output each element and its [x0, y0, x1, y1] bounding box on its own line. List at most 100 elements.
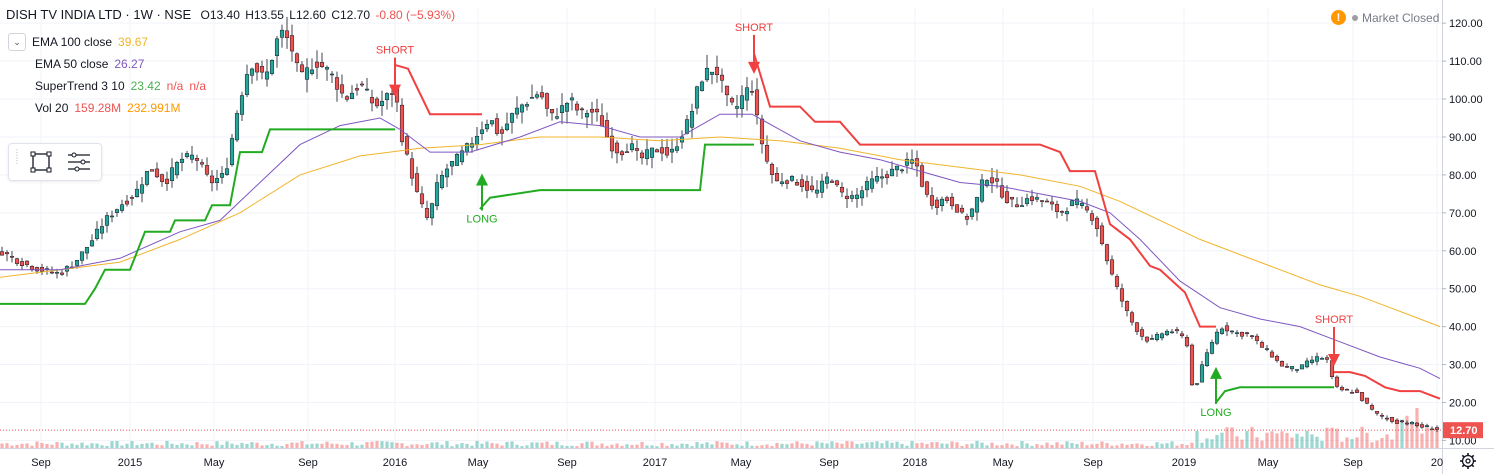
legend-row-volume[interactable]: Vol 20 159.28M 232.991M — [8, 97, 212, 119]
candle — [584, 112, 590, 118]
candle — [1384, 417, 1390, 420]
candle — [1119, 288, 1125, 302]
volume-bar — [250, 442, 254, 448]
candle — [439, 175, 445, 189]
candle — [874, 176, 880, 182]
candle — [1124, 301, 1130, 311]
legend-row-ema50[interactable]: EMA 50 close 26.27 — [8, 53, 212, 75]
candle — [1129, 312, 1135, 323]
volume-bar — [135, 445, 139, 448]
volume-bar — [1390, 439, 1394, 448]
candle — [404, 136, 410, 155]
supertrend-up-line — [0, 128, 395, 305]
candle — [359, 83, 365, 86]
drawing-toolbar: ⋮ ⋮ — [8, 143, 102, 181]
candle — [849, 195, 855, 199]
candle — [724, 85, 730, 96]
candle — [454, 153, 460, 166]
volume-bar — [495, 443, 499, 448]
candle — [694, 86, 700, 109]
chevron-down-icon[interactable]: ⌄ — [8, 33, 26, 51]
time-tick-label: May — [204, 457, 225, 469]
volume-bar — [0, 443, 4, 448]
time-tick-label: 2019 — [1172, 457, 1196, 469]
candle — [559, 105, 565, 113]
volume-bar — [890, 442, 894, 448]
candle — [339, 84, 345, 94]
candle — [19, 261, 25, 267]
candle — [944, 197, 950, 201]
candle — [689, 111, 695, 128]
volume-bar — [605, 445, 609, 448]
volume-bar — [1335, 428, 1339, 448]
ema100-line — [0, 136, 1441, 328]
time-tick-label: 20 — [1431, 457, 1443, 469]
volume-bar — [230, 443, 234, 448]
time-tick-label: Sep — [31, 457, 51, 469]
legend-value: 26.27 — [114, 57, 145, 71]
volume-bar — [55, 441, 59, 448]
volume-bar — [405, 446, 409, 448]
volume-bar — [1340, 441, 1344, 448]
candle — [1159, 333, 1165, 339]
volume-bar — [50, 444, 54, 448]
candle — [814, 189, 820, 194]
symbol-name[interactable]: DISH TV INDIA LTD · 1W · NSE — [6, 7, 192, 22]
warning-icon[interactable]: ! — [1331, 10, 1346, 25]
candle — [1134, 322, 1140, 332]
gear-icon[interactable] — [1459, 452, 1477, 470]
volume-bar — [1250, 426, 1254, 448]
candle — [884, 174, 890, 178]
rectangle-icon[interactable] — [27, 148, 55, 176]
volume-bar — [775, 442, 779, 448]
lines-icon[interactable] — [65, 148, 93, 176]
candle — [809, 185, 815, 191]
candle — [1014, 204, 1020, 208]
volume-bar — [60, 442, 64, 448]
candle — [244, 74, 250, 95]
legend-row-supertrend[interactable]: SuperTrend 3 10 23.42 n/a n/a — [8, 75, 212, 97]
drag-handle-icon[interactable]: ⋮ ⋮ — [13, 148, 21, 165]
candle — [1209, 342, 1215, 354]
volume-bar — [785, 444, 789, 448]
candle — [794, 182, 800, 186]
ohlc-low: L12.60 — [289, 8, 326, 22]
candle — [9, 256, 15, 258]
ohlc-high: H13.55 — [245, 8, 284, 22]
volume-bar — [1210, 439, 1214, 448]
volume-bar — [90, 443, 94, 448]
volume-bar — [740, 445, 744, 448]
volume-bar — [185, 444, 189, 448]
volume-bar — [1350, 439, 1354, 448]
short-arrow-icon — [748, 61, 760, 74]
volume-bar — [365, 442, 369, 448]
volume-bar — [70, 443, 74, 448]
volume-bar — [730, 444, 734, 448]
candle — [889, 168, 895, 177]
volume-bar — [845, 440, 849, 448]
candle — [389, 93, 395, 95]
candle — [684, 119, 690, 134]
candle — [1274, 356, 1280, 361]
volume-bar — [685, 443, 689, 448]
volume-bar — [295, 442, 299, 448]
volume-bar — [920, 442, 924, 448]
price-tick-label: 30.00 — [1449, 360, 1477, 372]
volume-bar — [760, 445, 764, 448]
volume-bar — [1045, 442, 1049, 448]
volume-bar — [1025, 443, 1029, 448]
volume-bar — [1170, 441, 1174, 448]
volume-bar — [100, 445, 104, 448]
candle — [459, 150, 465, 163]
volume-bar — [940, 443, 944, 448]
volume-bar — [855, 443, 859, 448]
volume-bar — [490, 443, 494, 448]
candle — [1249, 335, 1255, 337]
candle — [274, 38, 280, 56]
candle — [179, 158, 185, 163]
legend-row-ema100[interactable]: ⌄ EMA 100 close 39.67 — [8, 31, 212, 53]
volume-bar — [1165, 443, 1169, 448]
time-tick-label: 2016 — [383, 457, 407, 469]
volume-bar — [500, 445, 504, 448]
